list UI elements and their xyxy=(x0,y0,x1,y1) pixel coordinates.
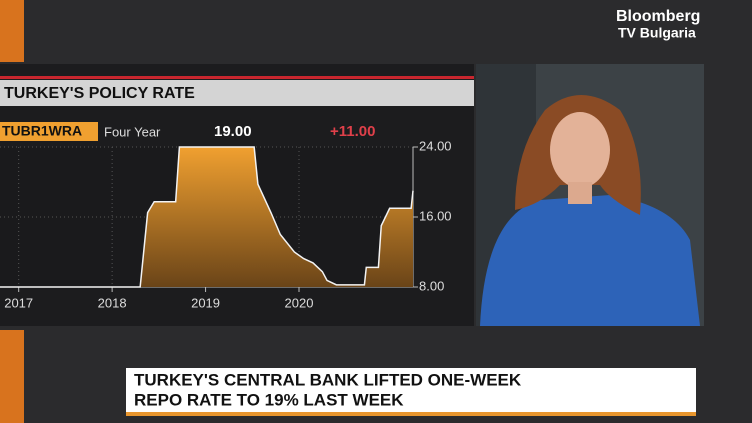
orange-strip xyxy=(0,330,24,423)
x-tick-label: 2018 xyxy=(98,295,127,310)
x-tick-label: 2020 xyxy=(285,295,314,310)
plot: 8.00 16.00 24.00 2017 2018 2019 2020 xyxy=(0,138,452,310)
ticker-box xyxy=(0,122,98,141)
headline: TURKEY'S CENTRAL BANK LIFTED ONE-WEEK xyxy=(134,370,522,389)
x-tick-label: 2019 xyxy=(191,295,220,310)
lower-third-rule xyxy=(126,412,696,416)
logo: TV Bulgaria xyxy=(618,25,696,41)
presenter-body xyxy=(480,195,700,326)
period: Four Year xyxy=(104,124,161,139)
y-tick-label: 8.00 xyxy=(419,278,444,293)
title-bar xyxy=(0,80,474,106)
logo: Bloomberg xyxy=(616,8,700,25)
red-rule xyxy=(0,76,474,79)
presenter-neck xyxy=(568,182,592,204)
change: +11.00 xyxy=(330,123,375,140)
line xyxy=(0,146,414,288)
y-tick-label: 24.00 xyxy=(419,138,452,153)
x-tick-label: 2017 xyxy=(4,295,33,310)
ticker: TUBR1WRA xyxy=(2,123,82,139)
area xyxy=(0,147,413,287)
y-tick-label: 16.00 xyxy=(419,208,452,223)
chart-title: TURKEY'S POLICY RATE xyxy=(4,85,195,102)
lower-third xyxy=(126,368,696,416)
orange-strip xyxy=(0,0,24,62)
headline: REPO RATE TO 19% LAST WEEK xyxy=(134,390,404,409)
last-value: 19.00 xyxy=(214,123,252,140)
presenter-face xyxy=(550,112,610,188)
